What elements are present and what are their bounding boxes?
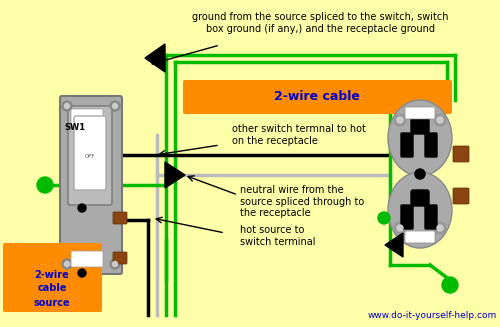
FancyBboxPatch shape [405, 107, 435, 119]
Ellipse shape [388, 100, 452, 176]
Circle shape [64, 262, 70, 267]
Text: source: source [34, 298, 70, 308]
Circle shape [415, 169, 425, 179]
Circle shape [394, 114, 406, 126]
Circle shape [110, 101, 120, 111]
Circle shape [110, 259, 120, 269]
FancyBboxPatch shape [453, 146, 469, 162]
FancyBboxPatch shape [74, 116, 106, 190]
FancyBboxPatch shape [425, 133, 437, 157]
Polygon shape [145, 44, 165, 72]
Text: neutral wire from the
source spliced through to
the receptacle: neutral wire from the source spliced thr… [240, 185, 364, 218]
Circle shape [112, 262, 117, 267]
FancyBboxPatch shape [3, 243, 102, 312]
Circle shape [378, 212, 390, 224]
FancyBboxPatch shape [183, 80, 452, 114]
FancyBboxPatch shape [453, 188, 469, 204]
Circle shape [37, 177, 53, 193]
FancyBboxPatch shape [113, 252, 127, 264]
Text: other switch termnal to hot
on the receptacle: other switch termnal to hot on the recep… [232, 124, 366, 146]
Circle shape [434, 114, 446, 126]
Polygon shape [165, 162, 185, 188]
Text: www.do-it-yourself-help.com: www.do-it-yourself-help.com [368, 311, 497, 320]
FancyBboxPatch shape [411, 190, 429, 206]
Polygon shape [385, 233, 403, 257]
Text: hot source to
switch terminal: hot source to switch terminal [240, 225, 316, 247]
Circle shape [442, 277, 458, 293]
FancyBboxPatch shape [411, 118, 429, 134]
Circle shape [64, 104, 70, 109]
Text: 2-wire cable: 2-wire cable [274, 90, 360, 102]
FancyBboxPatch shape [60, 96, 122, 274]
Circle shape [437, 225, 443, 231]
Ellipse shape [388, 172, 452, 248]
Circle shape [397, 225, 403, 231]
Circle shape [397, 117, 403, 123]
FancyBboxPatch shape [401, 133, 413, 157]
FancyBboxPatch shape [113, 212, 127, 224]
Text: cable: cable [37, 283, 67, 293]
Text: 2-wire: 2-wire [34, 270, 70, 280]
Text: OFF: OFF [85, 153, 95, 159]
Circle shape [394, 222, 406, 234]
FancyBboxPatch shape [425, 205, 437, 229]
FancyBboxPatch shape [71, 251, 103, 267]
Circle shape [78, 269, 86, 277]
FancyBboxPatch shape [68, 106, 112, 205]
Circle shape [62, 101, 72, 111]
Circle shape [112, 104, 117, 109]
Text: ground from the source spliced to the switch, switch
box ground (if any,) and th: ground from the source spliced to the sw… [192, 12, 448, 34]
Circle shape [437, 117, 443, 123]
FancyBboxPatch shape [405, 231, 435, 243]
FancyBboxPatch shape [71, 109, 103, 125]
Circle shape [434, 222, 446, 234]
Text: SW1: SW1 [64, 124, 86, 132]
Circle shape [78, 204, 86, 212]
FancyBboxPatch shape [401, 205, 413, 229]
Circle shape [62, 259, 72, 269]
